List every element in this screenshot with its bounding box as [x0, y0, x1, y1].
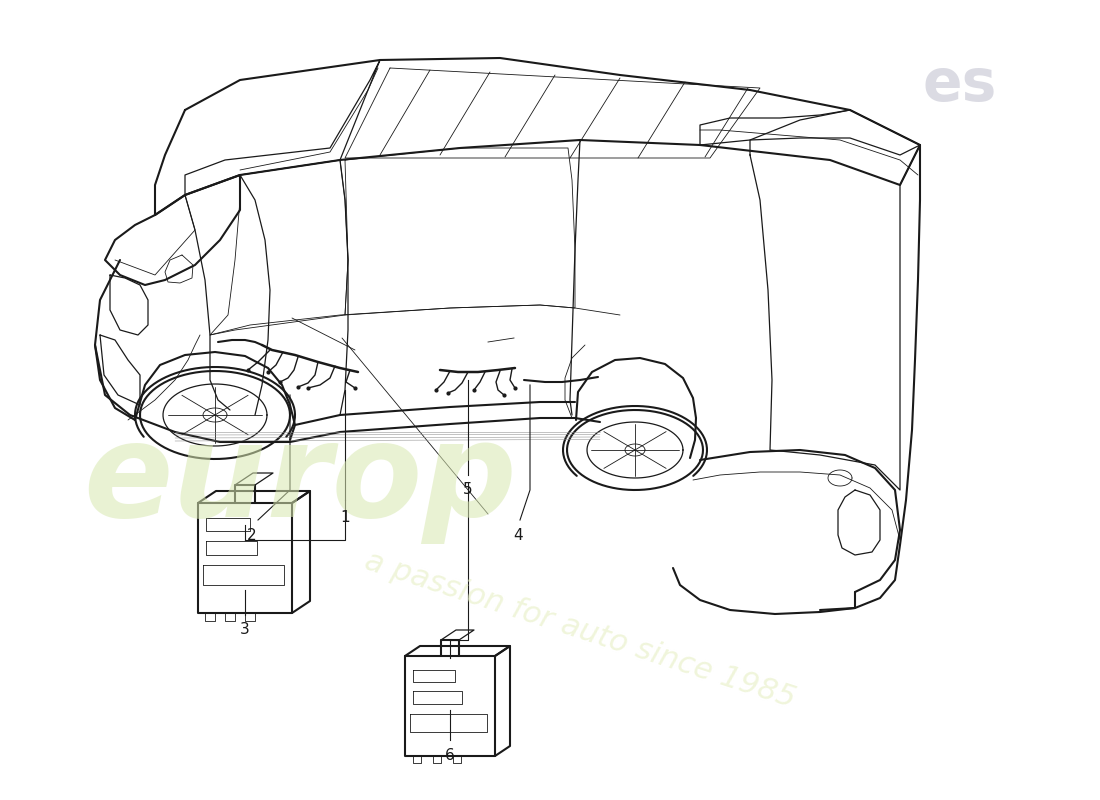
Text: 5: 5 — [463, 482, 473, 497]
Text: 1: 1 — [340, 510, 350, 525]
Text: 3: 3 — [240, 622, 250, 637]
Text: 4: 4 — [514, 528, 522, 543]
Text: es: es — [923, 57, 998, 114]
Text: europ: europ — [84, 417, 517, 543]
Text: a passion for auto since 1985: a passion for auto since 1985 — [361, 546, 799, 714]
Text: 2: 2 — [248, 528, 256, 543]
Text: 6: 6 — [446, 748, 455, 763]
